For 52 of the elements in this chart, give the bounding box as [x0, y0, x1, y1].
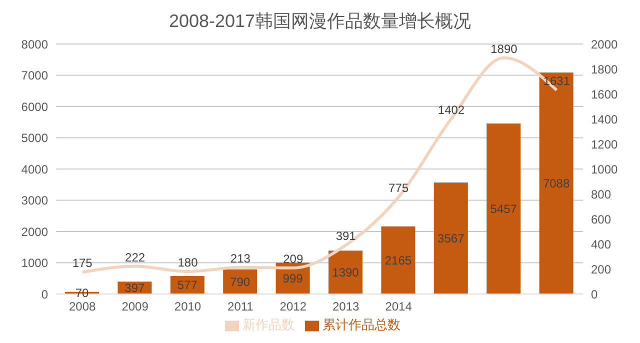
x-tick-label: 2010: [174, 300, 202, 314]
data-label: 3567: [438, 232, 465, 246]
bar: [381, 226, 416, 294]
y-tick-label: 5000: [21, 131, 48, 146]
y2-tick-label: 200: [591, 262, 612, 276]
data-label: 2165: [384, 253, 412, 268]
x-tick-label: 2012: [280, 300, 307, 314]
data-label: 790: [230, 274, 250, 289]
data-label: 1390: [332, 266, 360, 280]
data-label: 1890: [490, 42, 518, 56]
y-tick-label: 8000: [21, 37, 48, 52]
data-label: 5457: [490, 202, 518, 216]
y2-tick-label: 1400: [591, 112, 618, 126]
y-tick-label: 6000: [21, 100, 48, 114]
y2-tick-label: 1600: [591, 87, 618, 102]
x-tick-label: 2014: [385, 300, 412, 314]
y2-tick-label: 800: [591, 187, 612, 202]
bar: [434, 182, 468, 294]
y2-tick-label: 1800: [591, 62, 618, 76]
chart-title: 2008-2017韩国网漫作品数量增长概况: [168, 10, 472, 33]
x-tick-label: 2008: [69, 300, 96, 314]
data-label: 391: [336, 229, 356, 244]
data-label: 577: [177, 278, 198, 292]
y-tick-label: 0: [41, 287, 48, 302]
y-tick-label: 2000: [21, 224, 48, 239]
y-tick-label: 1000: [21, 256, 48, 270]
y2-tick-label: 1200: [591, 137, 618, 152]
bar: [539, 72, 574, 294]
data-label: 397: [124, 281, 146, 296]
data-label: 1402: [438, 102, 465, 117]
data-label: 180: [178, 256, 198, 270]
data-label: 209: [283, 252, 304, 266]
x-tick-label: 2013: [332, 300, 360, 314]
y-tick-label: 4000: [21, 162, 48, 176]
x-tick-label: 2009: [122, 300, 149, 314]
bar: [486, 123, 521, 294]
x-tick-label: 2011: [228, 300, 254, 314]
y2-tick-label: 400: [591, 237, 612, 252]
data-label: 175: [72, 256, 93, 270]
y2-tick-label: 1000: [591, 162, 618, 176]
y-tick-label: 3000: [21, 194, 48, 208]
y2-tick-label: 0: [591, 287, 598, 302]
data-label: 7088: [542, 176, 570, 191]
legend-label: 累计作品总数: [322, 317, 400, 332]
y2-tick-label: 600: [591, 212, 612, 226]
data-label: 222: [125, 250, 146, 264]
y-tick-label: 7000: [21, 68, 48, 83]
data-label: 775: [388, 181, 409, 196]
y2-tick-label: 2000: [591, 37, 618, 52]
data-label: 213: [230, 251, 251, 266]
data-label: 999: [282, 272, 304, 286]
legend-label: 新作品数: [242, 317, 294, 332]
